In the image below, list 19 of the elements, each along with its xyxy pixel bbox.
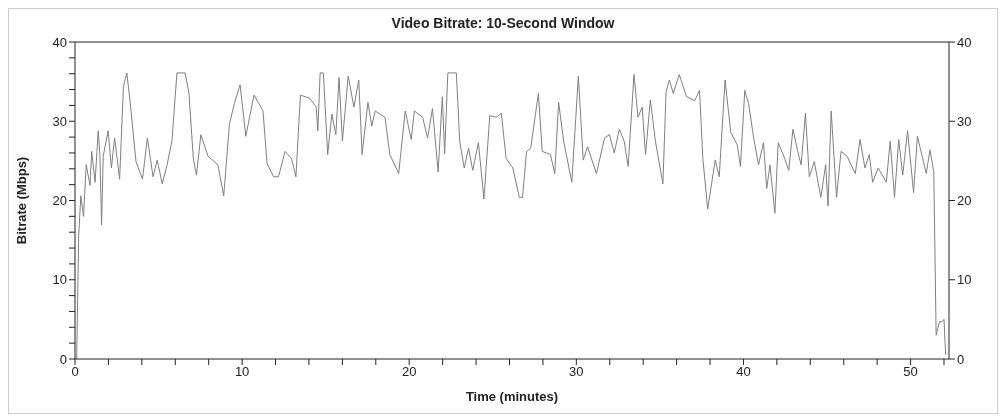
y2-tick-label: 10 (957, 272, 972, 288)
x-tick-label: 50 (903, 364, 918, 380)
x-tick-label: 20 (401, 364, 417, 380)
y-tick-label: 20 (52, 193, 67, 209)
y-axis-title: Bitrate (Mbps) (13, 156, 29, 245)
y-tick-label: 0 (59, 351, 67, 367)
y2-tick-label: 20 (957, 193, 972, 209)
chart-title: Video Bitrate: 10-Second Window (390, 15, 616, 31)
x-tick-label: 30 (569, 364, 584, 380)
y-tick-label: 30 (52, 113, 67, 129)
x-tick-label: 10 (234, 364, 250, 380)
y2-tick-label: 40 (957, 34, 972, 50)
x-tick-label: 0 (71, 364, 79, 380)
y2-tick-label: 0 (957, 351, 965, 367)
x-tick-label: 40 (736, 364, 751, 380)
y2-tick-label: 30 (957, 113, 972, 129)
y-tick-label: 10 (52, 272, 67, 288)
y-tick-label: 40 (52, 34, 67, 50)
x-axis-title: Time (minutes) (465, 389, 559, 404)
